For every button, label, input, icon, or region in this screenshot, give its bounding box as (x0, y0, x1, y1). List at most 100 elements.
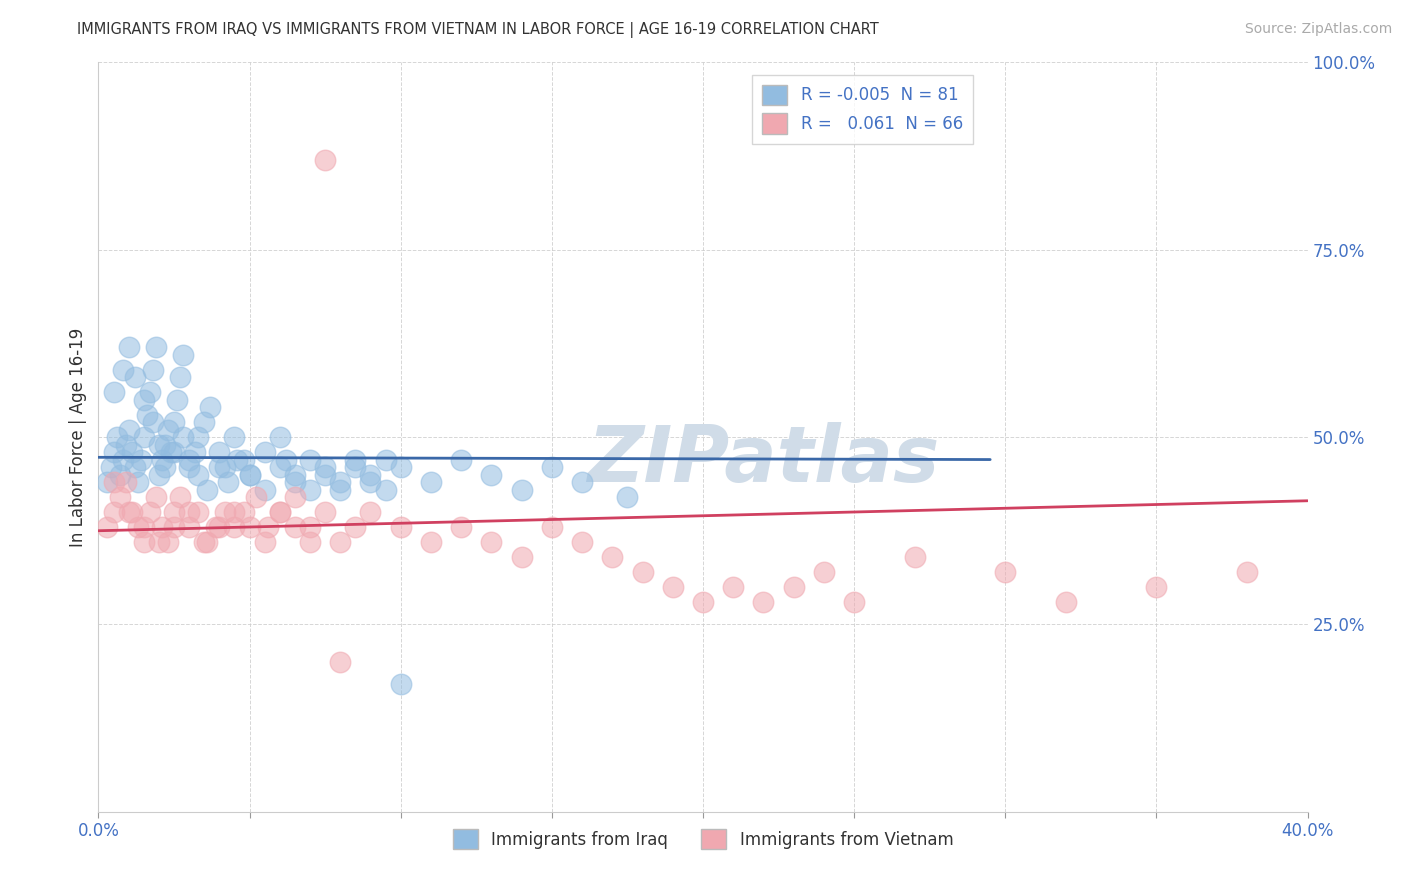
Point (124, 460, 146, 475)
Point (420, 475, 443, 489)
Point (195, 535, 218, 549)
Point (169, 370, 191, 384)
Point (187, 430, 209, 444)
Point (389, 520, 412, 534)
Point (344, 452, 367, 467)
Point (100, 460, 122, 475)
Point (96, 475, 118, 489)
Point (214, 505, 236, 519)
Point (121, 445, 143, 459)
Point (723, 580, 745, 594)
Point (148, 535, 170, 549)
Point (205, 520, 228, 534)
Point (169, 490, 191, 504)
Text: ZIPatlas: ZIPatlas (588, 422, 939, 498)
Point (187, 505, 209, 519)
Point (752, 595, 775, 609)
Point (420, 535, 443, 549)
Point (156, 535, 179, 549)
Point (108, 467, 131, 482)
Point (166, 392, 188, 407)
Point (540, 460, 562, 475)
Point (195, 483, 218, 497)
Point (179, 452, 201, 467)
Point (156, 423, 179, 437)
Point (299, 483, 322, 497)
Point (139, 505, 162, 519)
Point (344, 460, 367, 475)
Point (1054, 595, 1077, 609)
Point (184, 445, 207, 459)
Point (193, 415, 215, 429)
Point (602, 549, 624, 564)
Point (232, 505, 254, 519)
Point (389, 677, 412, 691)
Point (200, 400, 222, 414)
Point (217, 475, 239, 489)
Point (360, 475, 382, 489)
Point (783, 580, 806, 594)
Point (510, 483, 533, 497)
Point (1236, 565, 1258, 579)
Point (150, 452, 173, 467)
Point (360, 505, 382, 519)
Point (481, 535, 503, 549)
Point (108, 490, 131, 504)
Point (314, 467, 336, 482)
Point (118, 423, 141, 437)
Point (239, 467, 262, 482)
Point (269, 505, 291, 519)
Point (299, 452, 322, 467)
Point (145, 490, 167, 504)
Point (224, 505, 246, 519)
Point (994, 565, 1017, 579)
Point (269, 460, 291, 475)
Point (96, 520, 118, 534)
Point (179, 505, 201, 519)
Point (616, 490, 638, 504)
Point (692, 595, 714, 609)
Point (239, 520, 262, 534)
Point (245, 490, 267, 504)
Point (314, 505, 336, 519)
Point (127, 520, 149, 534)
Point (374, 452, 396, 467)
Point (571, 475, 593, 489)
Point (631, 565, 654, 579)
Point (329, 535, 352, 549)
Point (299, 520, 322, 534)
Point (160, 445, 183, 459)
Point (450, 452, 472, 467)
Point (135, 408, 157, 422)
Point (150, 520, 173, 534)
Point (153, 437, 176, 451)
Point (114, 437, 136, 451)
Point (208, 460, 231, 475)
Point (208, 445, 231, 459)
Point (239, 467, 262, 482)
Point (299, 535, 322, 549)
Text: Source: ZipAtlas.com: Source: ZipAtlas.com (1244, 22, 1392, 37)
Point (224, 520, 246, 534)
Point (256, 520, 278, 534)
Point (450, 520, 472, 534)
Point (344, 520, 367, 534)
Point (224, 430, 246, 444)
Point (103, 475, 125, 489)
Point (274, 452, 297, 467)
Point (132, 430, 155, 444)
Y-axis label: In Labor Force | Age 16-19: In Labor Force | Age 16-19 (69, 327, 87, 547)
Point (904, 549, 927, 564)
Point (139, 385, 162, 400)
Point (129, 452, 152, 467)
Point (172, 348, 194, 362)
Point (105, 430, 128, 444)
Point (142, 362, 165, 376)
Point (329, 475, 352, 489)
Point (124, 370, 146, 384)
Point (269, 430, 291, 444)
Point (114, 475, 136, 489)
Point (510, 549, 533, 564)
Point (389, 460, 412, 475)
Point (214, 460, 236, 475)
